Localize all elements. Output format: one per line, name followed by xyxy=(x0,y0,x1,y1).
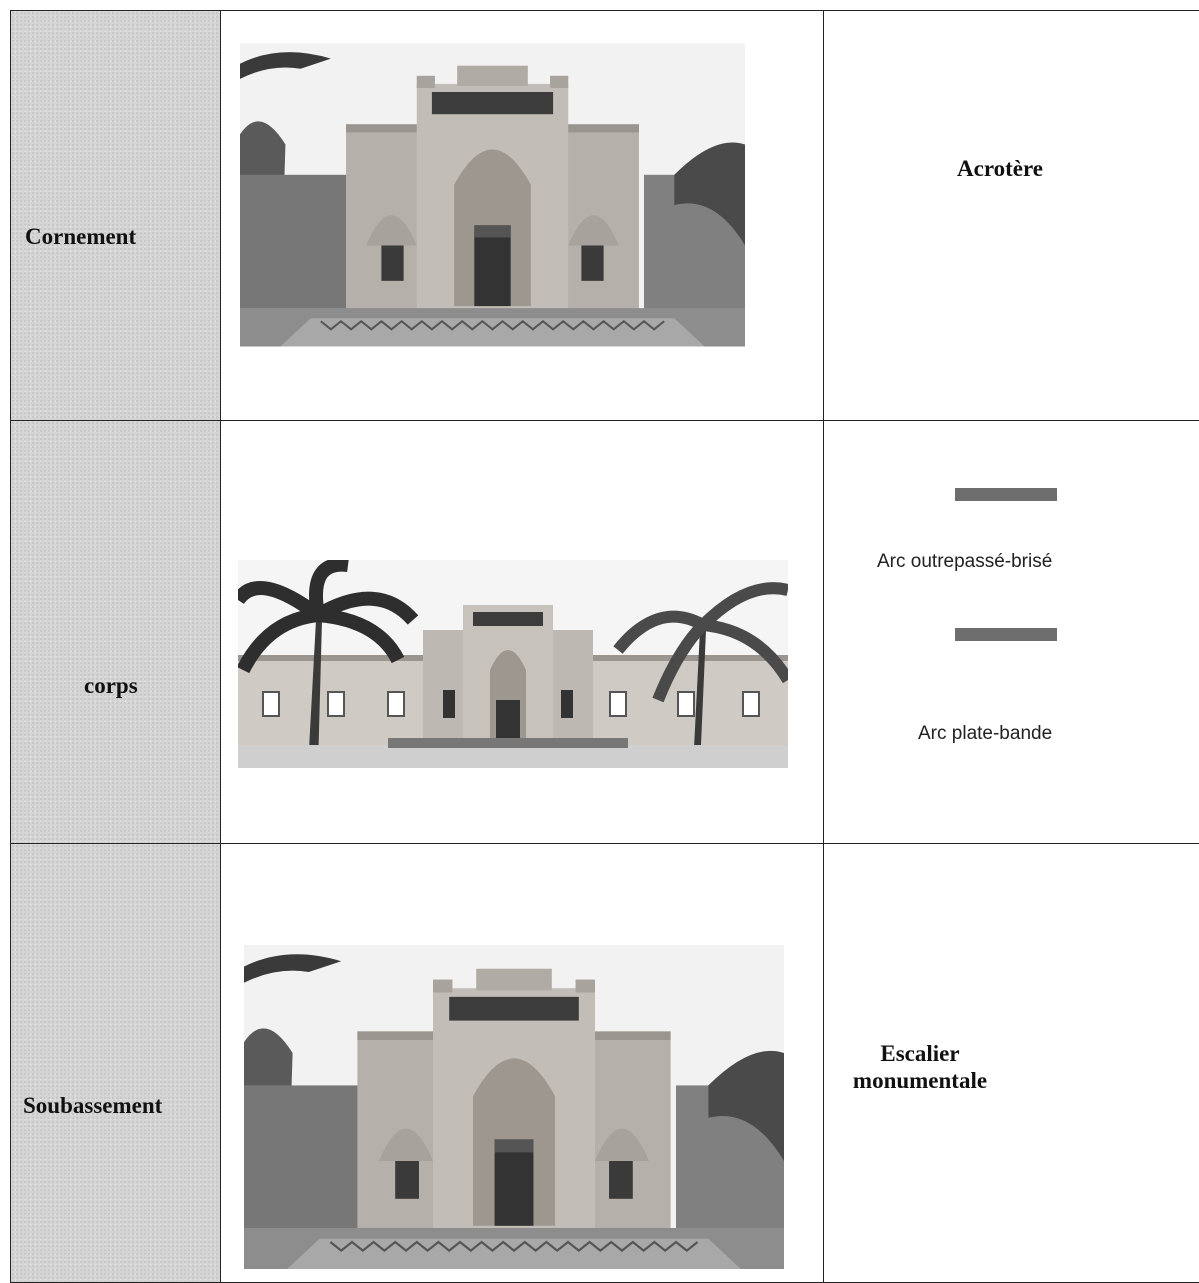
photo xyxy=(242,945,786,1269)
note: Arc plate-bande xyxy=(918,723,1053,744)
part-label: Cornement xyxy=(25,224,137,249)
photo xyxy=(240,42,745,348)
note: Arc outrepassé-brisé xyxy=(877,551,1053,572)
note: Escalier monumentale xyxy=(852,1041,988,1093)
part-label: corps xyxy=(84,673,138,698)
legend-bar xyxy=(955,488,1057,501)
note-cell xyxy=(823,10,1199,421)
left-cell xyxy=(10,10,221,421)
left-cell xyxy=(10,843,221,1283)
part-label: Soubassement xyxy=(23,1093,163,1118)
note: Acrotère xyxy=(957,156,1043,181)
legend-bar xyxy=(955,628,1057,641)
left-cell xyxy=(10,420,221,844)
photo xyxy=(238,560,788,768)
